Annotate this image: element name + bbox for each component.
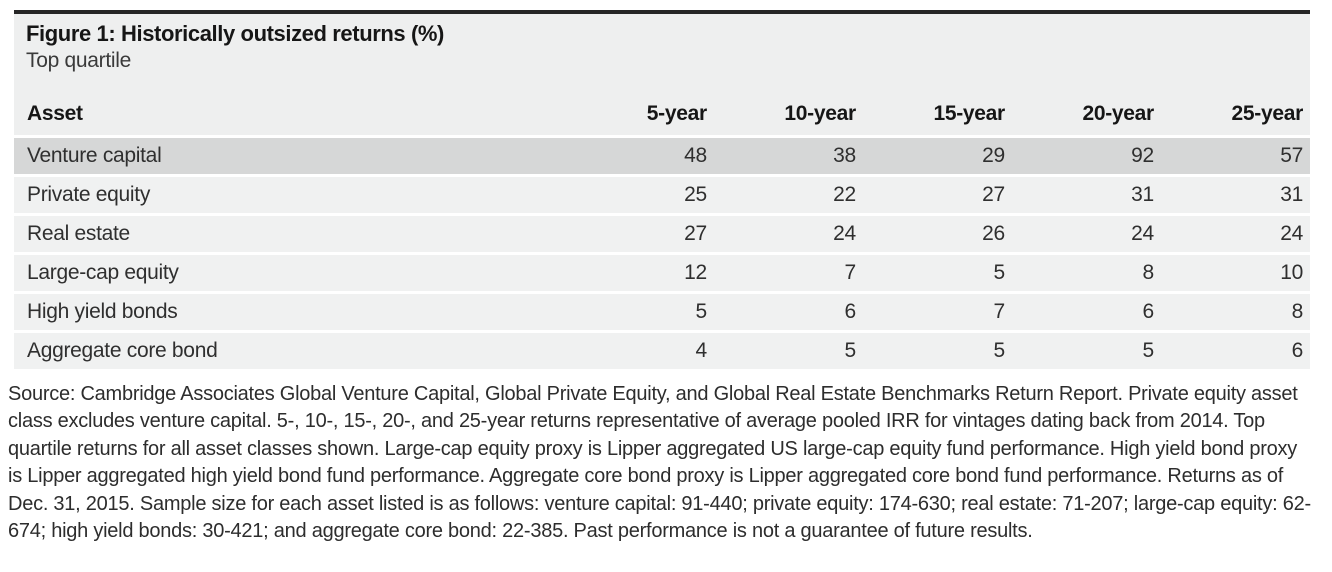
asset-label: Real estate (14, 213, 565, 254)
value-cell: 24 (1160, 213, 1310, 254)
value-cell: 8 (1160, 291, 1310, 332)
figure-header: Figure 1: Historically outsized returns … (14, 14, 1310, 76)
value-cell: 92 (1011, 135, 1161, 176)
value-cell: 7 (862, 291, 1012, 332)
figure-top-rule (14, 10, 1310, 14)
table-row-venture-capital: Venture capital 48 38 29 92 57 (14, 135, 1310, 176)
figure-block: Figure 1: Historically outsized returns … (14, 10, 1310, 369)
table-header-row: Asset 5-year 10-year 15-year 20-year 25-… (14, 76, 1310, 137)
value-cell: 5 (862, 330, 1012, 369)
value-cell: 12 (564, 252, 714, 293)
figure-subtitle: Top quartile (26, 49, 131, 72)
value-cell: 31 (1160, 174, 1310, 215)
table-row-private-equity: Private equity 25 22 27 31 31 (14, 174, 1310, 215)
table-row-real-estate: Real estate 27 24 26 24 24 (14, 213, 1310, 254)
value-cell: 7 (713, 252, 863, 293)
value-cell: 27 (862, 174, 1012, 215)
value-cell: 6 (1160, 330, 1310, 369)
table-row-high-yield-bonds: High yield bonds 5 6 7 6 8 (14, 291, 1310, 332)
value-cell: 5 (862, 252, 1012, 293)
column-header-10-year: 10-year (784, 102, 856, 125)
value-cell: 27 (564, 213, 714, 254)
figure-panel: Figure 1: Historically outsized returns … (14, 14, 1310, 369)
asset-label: Venture capital (14, 135, 565, 176)
value-cell: 31 (1011, 174, 1161, 215)
asset-label: Private equity (14, 174, 565, 215)
source-note: Source: Cambridge Associates Global Vent… (8, 383, 1311, 543)
value-cell: 6 (713, 291, 863, 332)
column-header-25-year: 25-year (1231, 102, 1304, 125)
value-cell: 10 (1160, 252, 1310, 293)
asset-label: Large-cap equity (14, 252, 565, 293)
value-cell: 5 (1011, 330, 1161, 369)
value-cell: 24 (1011, 213, 1161, 254)
value-cell: 4 (564, 330, 714, 369)
value-cell: 24 (713, 213, 863, 254)
column-header-5-year: 5-year (646, 102, 707, 125)
column-header-20-year: 20-year (1082, 102, 1154, 125)
value-cell: 22 (713, 174, 863, 215)
value-cell: 29 (862, 135, 1012, 176)
table-row-large-cap-equity: Large-cap equity 12 7 5 8 10 (14, 252, 1310, 293)
column-header-15-year: 15-year (933, 102, 1005, 125)
value-cell: 48 (564, 135, 714, 176)
asset-label: High yield bonds (14, 291, 565, 332)
value-cell: 5 (713, 330, 863, 369)
value-cell: 57 (1160, 135, 1310, 176)
value-cell: 26 (862, 213, 1012, 254)
returns-table: Asset 5-year 10-year 15-year 20-year 25-… (14, 76, 1310, 369)
value-cell: 5 (564, 291, 714, 332)
value-cell: 8 (1011, 252, 1161, 293)
figure-title: Figure 1: Historically outsized returns … (26, 21, 444, 46)
asset-label: Aggregate core bond (14, 330, 565, 369)
value-cell: 6 (1011, 291, 1161, 332)
value-cell: 38 (713, 135, 863, 176)
value-cell: 25 (564, 174, 714, 215)
table-row-aggregate-core-bond: Aggregate core bond 4 5 5 5 6 (14, 330, 1310, 369)
column-header-asset: Asset (27, 102, 83, 125)
